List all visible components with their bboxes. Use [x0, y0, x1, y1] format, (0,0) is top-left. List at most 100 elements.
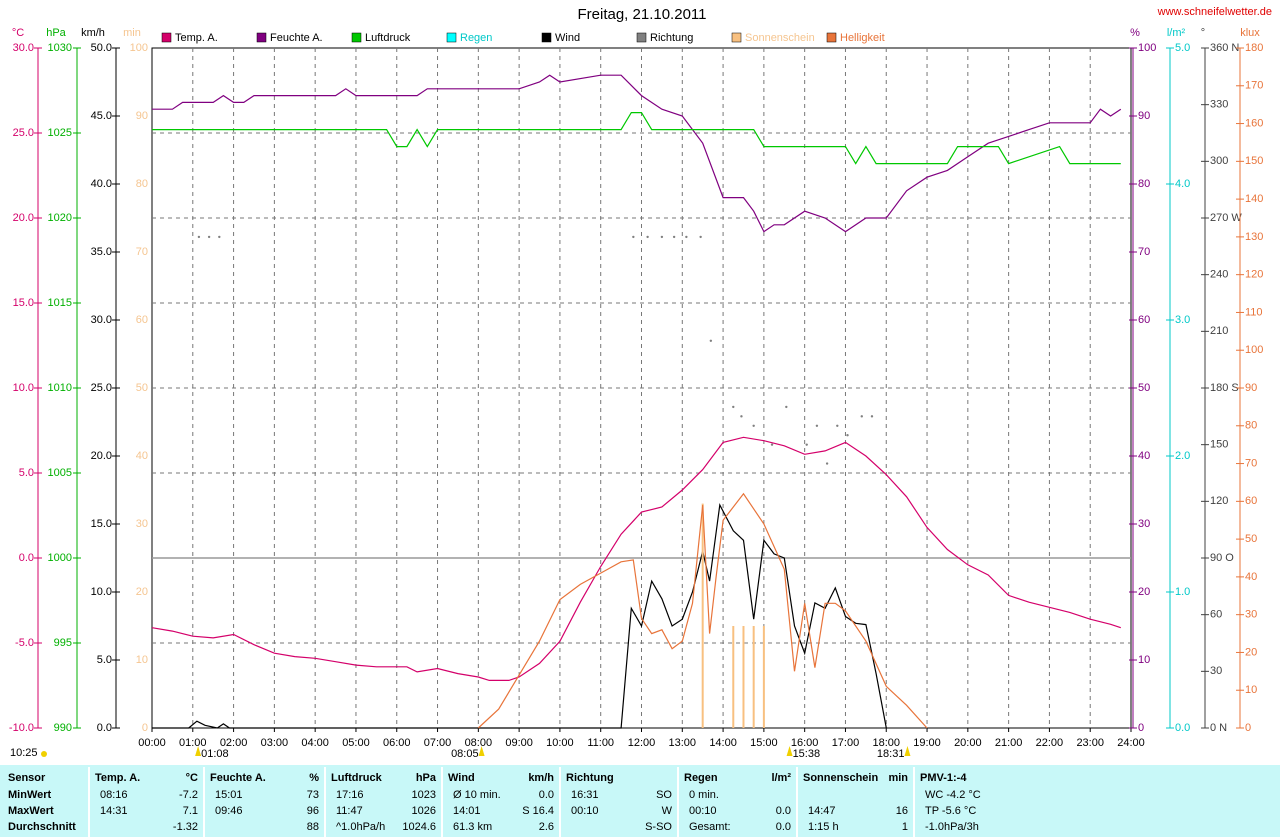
y-tick-label: 30 [1245, 609, 1257, 621]
y-tick-label: 2.0 [1175, 450, 1190, 462]
series-line [152, 112, 1121, 165]
y-tick-label: 40 [136, 450, 148, 462]
y-tick-label: 60 [1210, 609, 1222, 621]
legend-swatch [446, 32, 457, 43]
y-tick-label: 90 [1245, 382, 1257, 394]
cell-left: 1:15 h [808, 821, 839, 833]
cell-right: -1.32 [173, 821, 198, 833]
y-tick-label: 80 [1245, 420, 1257, 432]
y-tick-label: 120 [1245, 269, 1263, 281]
direction-dot [860, 415, 863, 418]
sun-marker [786, 746, 793, 756]
direction-dot [740, 415, 743, 418]
series-line [152, 503, 887, 729]
y-tick-label: 15.0 [91, 518, 112, 530]
cell-right: W [662, 805, 673, 817]
x-tick-label: 21:00 [995, 737, 1023, 749]
column-unit: min [888, 772, 908, 784]
y-tick-label: 0 [142, 722, 148, 734]
y-tick-label: 10 [1245, 684, 1257, 696]
legend-label: Temp. A. [175, 32, 218, 44]
y-tick-label: 1005 [48, 467, 72, 479]
y-tick-label: 90 O [1210, 552, 1234, 564]
direction-dot [825, 462, 829, 465]
column-header: Richtung [566, 772, 614, 784]
axis-unit: km/h [81, 27, 105, 39]
sunshine-bar [762, 626, 765, 728]
direction-dot [672, 235, 676, 239]
sun-marker [195, 746, 202, 756]
cell-left: Ø 10 min. [453, 789, 501, 801]
direction-dot [846, 434, 849, 437]
y-tick-label: 100 [1138, 42, 1156, 54]
x-tick-label: 14:00 [709, 737, 737, 749]
cell-right: 88 [307, 821, 319, 833]
y-tick-label: 330 [1210, 99, 1228, 111]
y-tick-label: 60 [1245, 495, 1257, 507]
y-tick-label: 90 [136, 110, 148, 122]
column-header: Wind [448, 772, 475, 784]
cell-right: 1023 [412, 789, 436, 801]
direction-dot [207, 235, 211, 239]
cell-left: TP -5.6 °C [925, 805, 976, 817]
cell-left: 17:16 [336, 789, 364, 801]
row-label: Durchschnitt [8, 821, 76, 833]
direction-dot [685, 235, 688, 239]
axis-unit: % [1130, 27, 1140, 39]
y-tick-label: 30.0 [91, 314, 112, 326]
y-tick-label: 1020 [48, 212, 72, 224]
y-tick-label: 10.0 [91, 586, 112, 598]
x-tick-label: 02:00 [220, 737, 248, 749]
cell-left: -1.0hPa/3h [925, 821, 979, 833]
y-tick-label: 15.0 [13, 297, 34, 309]
y-tick-label: 30 [136, 518, 148, 530]
direction-dot [732, 405, 735, 409]
cell-left: 00:10 [571, 805, 599, 817]
x-tick-label: 05:00 [342, 737, 370, 749]
y-tick-label: 300 [1210, 155, 1228, 167]
column-unit: hPa [416, 772, 437, 784]
x-tick-label: 20:00 [954, 737, 982, 749]
y-tick-label: 50 [1245, 533, 1257, 545]
y-tick-label: 990 [54, 722, 72, 734]
y-tick-label: 5.0 [19, 467, 34, 479]
cell-right: 2.6 [539, 821, 554, 833]
y-tick-label: 50 [136, 382, 148, 394]
cell-left: 15:01 [215, 789, 243, 801]
legend-swatch [256, 32, 267, 43]
y-tick-label: 0 [1138, 722, 1144, 734]
x-tick-label: 18:00 [872, 737, 900, 749]
x-tick-label: 08:00 [465, 737, 493, 749]
cell-right: -7.2 [179, 789, 198, 801]
legend-label: Sonnenschein [745, 32, 815, 44]
cell-right: 0.0 [776, 805, 791, 817]
cell-right: 16 [896, 805, 908, 817]
marker-label: 08:05 [451, 748, 479, 760]
cell-left: 14:47 [808, 805, 836, 817]
y-tick-label: -10.0 [9, 722, 34, 734]
cell-right: S 16.4 [522, 805, 554, 817]
direction-dot [218, 235, 221, 239]
cell-right: 1 [902, 821, 908, 833]
y-tick-label: 10 [1138, 654, 1150, 666]
y-tick-label: 3.0 [1175, 314, 1190, 326]
x-tick-label: 11:00 [587, 737, 614, 749]
y-tick-label: 20 [1138, 586, 1150, 598]
column-header: PMV-1:-4 [920, 772, 967, 784]
cell-right: 0.0 [539, 789, 554, 801]
y-tick-label: 70 [1138, 246, 1150, 258]
column-header: Regen [684, 772, 718, 784]
y-tick-label: 20.0 [91, 450, 112, 462]
y-tick-label: 10.0 [13, 382, 34, 394]
direction-dot [805, 443, 808, 446]
axis-unit: °C [12, 27, 24, 39]
y-tick-label: 80 [1138, 178, 1150, 190]
y-tick-label: 30 [1210, 665, 1222, 677]
cell-right: 1026 [412, 805, 436, 817]
legend-swatch [161, 32, 172, 43]
y-tick-label: 360 N [1210, 42, 1239, 54]
marker-label: 01:08 [201, 748, 229, 760]
table-background [0, 765, 1280, 837]
source: www.schneifelwetter.de [1157, 6, 1272, 18]
sun-marker [478, 746, 485, 756]
